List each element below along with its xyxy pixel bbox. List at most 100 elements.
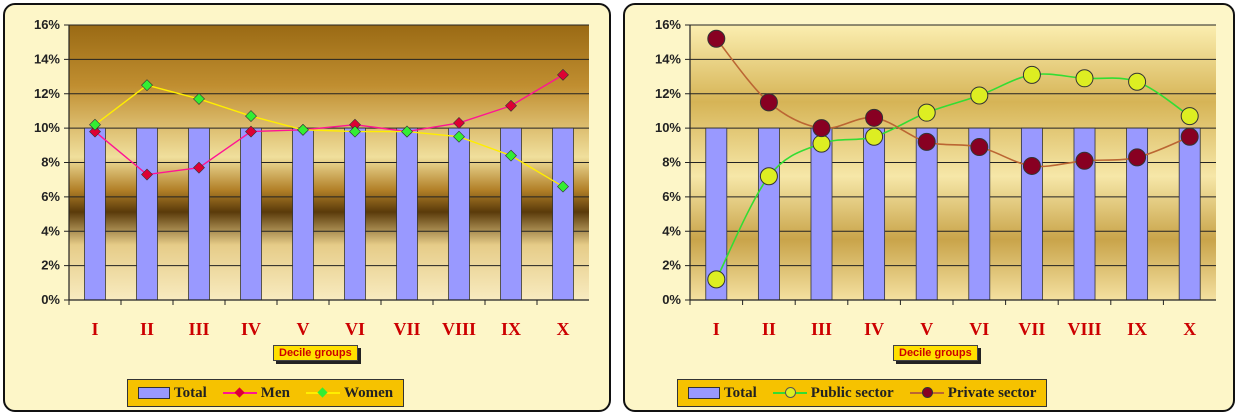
x-tick-label: I: [713, 319, 720, 339]
x-tick-label: VI: [969, 319, 989, 339]
x-tick-label: IV: [241, 319, 261, 339]
point-private-sector-iii: [812, 119, 831, 138]
y-tick-label: 8%: [41, 155, 60, 170]
legend-swatch-public-sector: [772, 387, 807, 399]
y-tick-label: 2%: [41, 258, 60, 273]
x-tick-label: VII: [393, 319, 420, 339]
bar-total-vi: [344, 127, 366, 301]
point-private-sector-v: [917, 132, 936, 151]
y-tick-label: 6%: [41, 189, 60, 204]
bar-total-ii: [136, 127, 158, 301]
x-tick-label: V: [920, 319, 933, 339]
series-line-private-sector: [715, 38, 1190, 168]
bar-total-x: [1178, 127, 1201, 301]
legend-label-private-sector: Private sector: [947, 384, 1037, 401]
x-axis-title-right: Decile groups: [893, 345, 978, 361]
point-private-sector-x: [1180, 127, 1199, 146]
point-private-sector-i: [707, 29, 726, 48]
y-tick-label: 4%: [41, 223, 60, 238]
point-public-sector-i: [707, 270, 726, 289]
point-private-sector-iv: [865, 108, 884, 127]
bar-total-iv: [863, 127, 886, 301]
y-tick-label: 16%: [655, 17, 681, 32]
legend-item-total: Total: [688, 385, 757, 402]
point-women-iv: [245, 110, 257, 123]
bar-total-vii: [396, 127, 418, 301]
point-women-viii: [453, 130, 465, 143]
x-tick-label: IX: [1127, 319, 1147, 339]
y-tick-label: 0%: [41, 292, 60, 307]
chart-panel-left: 0% 2% 4% 6% 8% 10% 12% 14% 16% I II III IV V VI VII VIII…: [3, 3, 611, 412]
series-line-men: [94, 74, 564, 176]
point-public-sector-x: [1180, 107, 1199, 126]
series-line-women: [94, 84, 564, 188]
point-public-sector-vii: [1022, 65, 1041, 84]
y-tick-label: 6%: [662, 189, 681, 204]
legend-swatch-private-sector: [909, 387, 944, 399]
bar-total-iii: [188, 127, 210, 301]
point-women-ii: [141, 79, 153, 92]
y-tick-label: 8%: [662, 155, 681, 170]
y-tick-label: 14%: [34, 51, 60, 66]
x-tick-label: VIII: [442, 319, 476, 339]
y-tick-label: 0%: [662, 292, 681, 307]
legend-label-women: Women: [343, 384, 394, 401]
bar-total-ii: [757, 127, 780, 301]
chart-left: 0%2%4%6%8%10%12%14%16%I II III IV V VI VII VIII…: [34, 17, 589, 339]
legend-label-total: Total: [174, 384, 207, 401]
x-tick-label: VI: [345, 319, 365, 339]
bar-total-iv: [240, 127, 262, 301]
chart-panel-right: 0% 2% 4% 6% 8% 10% 12% 14% 16% I II III IV V VI VII VIII…: [623, 3, 1235, 412]
point-women-vi: [349, 125, 361, 138]
y-tick-label: 10%: [34, 120, 60, 135]
point-private-sector-ii: [759, 93, 778, 112]
legend-swatch-total: [688, 387, 720, 399]
legend-swatch-women: [305, 387, 340, 399]
y-tick-label: 14%: [655, 51, 681, 66]
x-tick-label: IX: [501, 319, 521, 339]
y-tick-label: 12%: [34, 86, 60, 101]
bar-total-i: [84, 127, 106, 301]
legend-right: Total Public sector Private sector: [677, 379, 1048, 407]
x-tick-label: VIII: [1067, 319, 1101, 339]
legend-swatch-men: [222, 387, 257, 399]
legend-label-men: Men: [260, 384, 290, 401]
point-public-sector-iii: [812, 134, 831, 153]
point-women-i: [89, 118, 101, 131]
point-private-sector-viii: [1075, 151, 1094, 170]
legend-swatch-total: [138, 387, 170, 399]
legend-item-private-sector: Private sector: [909, 384, 1037, 402]
point-public-sector-iv: [865, 127, 884, 146]
point-public-sector-ix: [1128, 72, 1147, 91]
y-tick-label: 16%: [34, 17, 60, 32]
point-men-viii: [453, 117, 465, 129]
point-private-sector-vi: [970, 138, 989, 157]
x-tick-label: V: [297, 319, 310, 339]
y-tick-label: 4%: [662, 223, 681, 238]
legend-label-public-sector: Public sector: [810, 384, 894, 401]
point-public-sector-ii: [759, 167, 778, 186]
y-tick-label: 10%: [655, 120, 681, 135]
bar-total-v: [915, 127, 938, 301]
x-tick-label: VII: [1018, 319, 1045, 339]
point-women-iii: [193, 92, 205, 105]
legend-item-total: Total: [138, 385, 207, 402]
x-tick-label: X: [557, 319, 570, 339]
bar-total-v: [292, 127, 314, 301]
legend-left: Total Men Women: [127, 379, 405, 407]
point-private-sector-vii: [1022, 156, 1041, 175]
legend-item-women: Women: [305, 384, 394, 402]
x-axis-title-left: Decile groups: [273, 345, 358, 361]
point-men-ii: [141, 168, 153, 181]
point-men-i: [89, 125, 101, 138]
point-women-ix: [505, 149, 517, 162]
legend-label-total: Total: [724, 384, 757, 401]
chart-right: 0%2%4%6%8%10%12%14%16%I II III IV V VI VII VIII…: [655, 17, 1216, 339]
point-public-sector-vi: [970, 86, 989, 105]
x-tick-label: III: [188, 319, 209, 339]
x-tick-label: X: [1183, 319, 1196, 339]
series-line-public-sector: [715, 73, 1191, 280]
point-private-sector-ix: [1128, 148, 1147, 167]
x-tick-label: II: [140, 319, 154, 339]
point-public-sector-v: [917, 103, 936, 122]
